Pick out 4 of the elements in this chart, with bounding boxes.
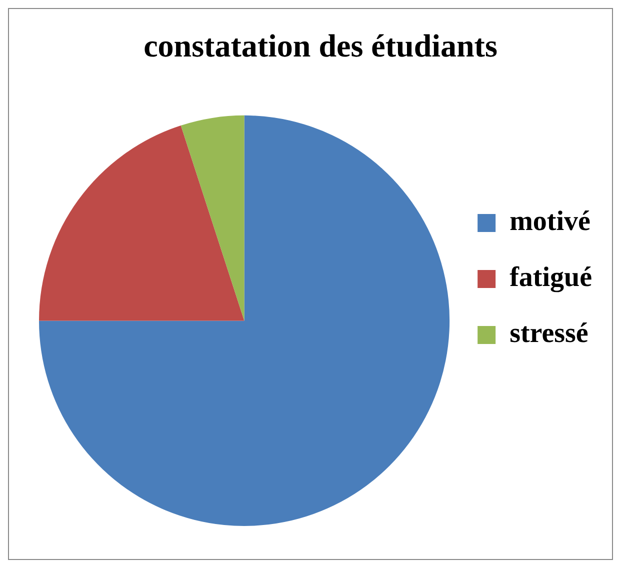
legend-label: stressé [510,318,588,350]
chart-title: constatation des étudiants [144,27,498,64]
legend-label: motivé [510,206,590,238]
legend-label: fatigué [510,262,592,294]
